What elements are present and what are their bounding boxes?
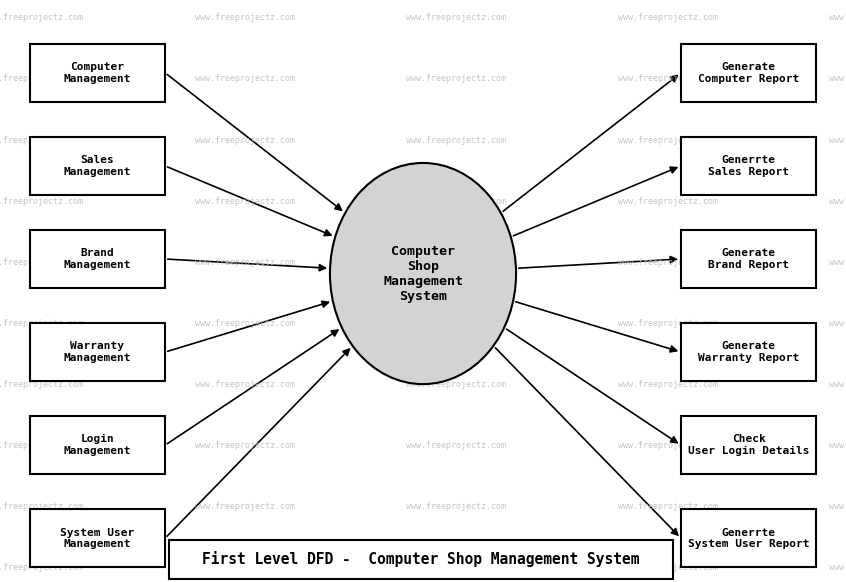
Text: www.freeprojectz.com: www.freeprojectz.com: [829, 74, 846, 83]
Text: www.freeprojectz.com: www.freeprojectz.com: [829, 197, 846, 205]
Bar: [30, 509, 165, 567]
Text: www.freeprojectz.com: www.freeprojectz.com: [195, 380, 294, 389]
Text: www.freeprojectz.com: www.freeprojectz.com: [0, 319, 83, 328]
Bar: [681, 230, 816, 288]
Text: www.freeprojectz.com: www.freeprojectz.com: [406, 197, 506, 205]
Text: www.freeprojectz.com: www.freeprojectz.com: [406, 13, 506, 22]
Bar: [681, 323, 816, 381]
Bar: [30, 137, 165, 195]
Text: System User
Management: System User Management: [60, 527, 135, 549]
Bar: [30, 44, 165, 102]
Text: www.freeprojectz.com: www.freeprojectz.com: [195, 441, 294, 450]
Text: www.freeprojectz.com: www.freeprojectz.com: [618, 441, 717, 450]
Text: www.freeprojectz.com: www.freeprojectz.com: [829, 380, 846, 389]
Text: www.freeprojectz.com: www.freeprojectz.com: [195, 74, 294, 83]
Text: www.freeprojectz.com: www.freeprojectz.com: [618, 380, 717, 389]
Text: www.freeprojectz.com: www.freeprojectz.com: [0, 258, 83, 267]
Text: Generrte
Sales Report: Generrte Sales Report: [708, 155, 789, 177]
Text: Check
User Login Details: Check User Login Details: [688, 434, 810, 456]
Text: www.freeprojectz.com: www.freeprojectz.com: [0, 136, 83, 144]
Text: Warranty
Management: Warranty Management: [63, 341, 131, 363]
Text: www.freeprojectz.com: www.freeprojectz.com: [618, 13, 717, 22]
Text: www.freeprojectz.com: www.freeprojectz.com: [618, 258, 717, 267]
Bar: [30, 416, 165, 474]
Text: www.freeprojectz.com: www.freeprojectz.com: [0, 502, 83, 511]
Text: www.freeprojectz.com: www.freeprojectz.com: [406, 563, 506, 572]
Text: www.freeprojectz.com: www.freeprojectz.com: [829, 319, 846, 328]
Text: www.freeprojectz.com: www.freeprojectz.com: [618, 136, 717, 144]
Text: Generate
Warranty Report: Generate Warranty Report: [698, 341, 799, 363]
Text: www.freeprojectz.com: www.freeprojectz.com: [406, 74, 506, 83]
Text: www.freeprojectz.com: www.freeprojectz.com: [829, 563, 846, 572]
Bar: [30, 230, 165, 288]
Text: www.freeprojectz.com: www.freeprojectz.com: [406, 136, 506, 144]
Text: www.freeprojectz.com: www.freeprojectz.com: [829, 441, 846, 450]
Bar: [681, 509, 816, 567]
Text: Computer
Shop
Management
System: Computer Shop Management System: [383, 244, 463, 303]
Text: Generate
Brand Report: Generate Brand Report: [708, 248, 789, 270]
Text: Login
Management: Login Management: [63, 434, 131, 456]
Ellipse shape: [330, 163, 516, 384]
Text: www.freeprojectz.com: www.freeprojectz.com: [829, 13, 846, 22]
Text: www.freeprojectz.com: www.freeprojectz.com: [195, 502, 294, 511]
Text: www.freeprojectz.com: www.freeprojectz.com: [0, 563, 83, 572]
Text: www.freeprojectz.com: www.freeprojectz.com: [406, 502, 506, 511]
Text: www.freeprojectz.com: www.freeprojectz.com: [618, 74, 717, 83]
Text: www.freeprojectz.com: www.freeprojectz.com: [406, 258, 506, 267]
Text: www.freeprojectz.com: www.freeprojectz.com: [406, 380, 506, 389]
Text: Brand
Management: Brand Management: [63, 248, 131, 270]
Text: www.freeprojectz.com: www.freeprojectz.com: [618, 563, 717, 572]
Text: www.freeprojectz.com: www.freeprojectz.com: [618, 502, 717, 511]
Text: www.freeprojectz.com: www.freeprojectz.com: [829, 258, 846, 267]
Text: www.freeprojectz.com: www.freeprojectz.com: [195, 13, 294, 22]
Text: www.freeprojectz.com: www.freeprojectz.com: [618, 319, 717, 328]
Text: Sales
Management: Sales Management: [63, 155, 131, 177]
Text: www.freeprojectz.com: www.freeprojectz.com: [0, 441, 83, 450]
Text: www.freeprojectz.com: www.freeprojectz.com: [618, 197, 717, 205]
Text: www.freeprojectz.com: www.freeprojectz.com: [829, 136, 846, 144]
Text: www.freeprojectz.com: www.freeprojectz.com: [406, 319, 506, 328]
Text: www.freeprojectz.com: www.freeprojectz.com: [0, 380, 83, 389]
Text: www.freeprojectz.com: www.freeprojectz.com: [0, 74, 83, 83]
Text: www.freeprojectz.com: www.freeprojectz.com: [829, 502, 846, 511]
Text: www.freeprojectz.com: www.freeprojectz.com: [0, 197, 83, 205]
Text: www.freeprojectz.com: www.freeprojectz.com: [195, 258, 294, 267]
Text: www.freeprojectz.com: www.freeprojectz.com: [195, 319, 294, 328]
Text: Generrte
System User Report: Generrte System User Report: [688, 527, 810, 549]
Text: First Level DFD -  Computer Shop Management System: First Level DFD - Computer Shop Manageme…: [202, 551, 640, 567]
Text: www.freeprojectz.com: www.freeprojectz.com: [406, 441, 506, 450]
Text: www.freeprojectz.com: www.freeprojectz.com: [195, 136, 294, 144]
Text: www.freeprojectz.com: www.freeprojectz.com: [195, 197, 294, 205]
Text: www.freeprojectz.com: www.freeprojectz.com: [0, 13, 83, 22]
Text: Generate
Computer Report: Generate Computer Report: [698, 62, 799, 84]
Bar: [681, 137, 816, 195]
Text: Computer
Management: Computer Management: [63, 62, 131, 84]
Bar: [681, 44, 816, 102]
Bar: [169, 540, 673, 579]
Text: www.freeprojectz.com: www.freeprojectz.com: [195, 563, 294, 572]
Bar: [681, 416, 816, 474]
Bar: [30, 323, 165, 381]
